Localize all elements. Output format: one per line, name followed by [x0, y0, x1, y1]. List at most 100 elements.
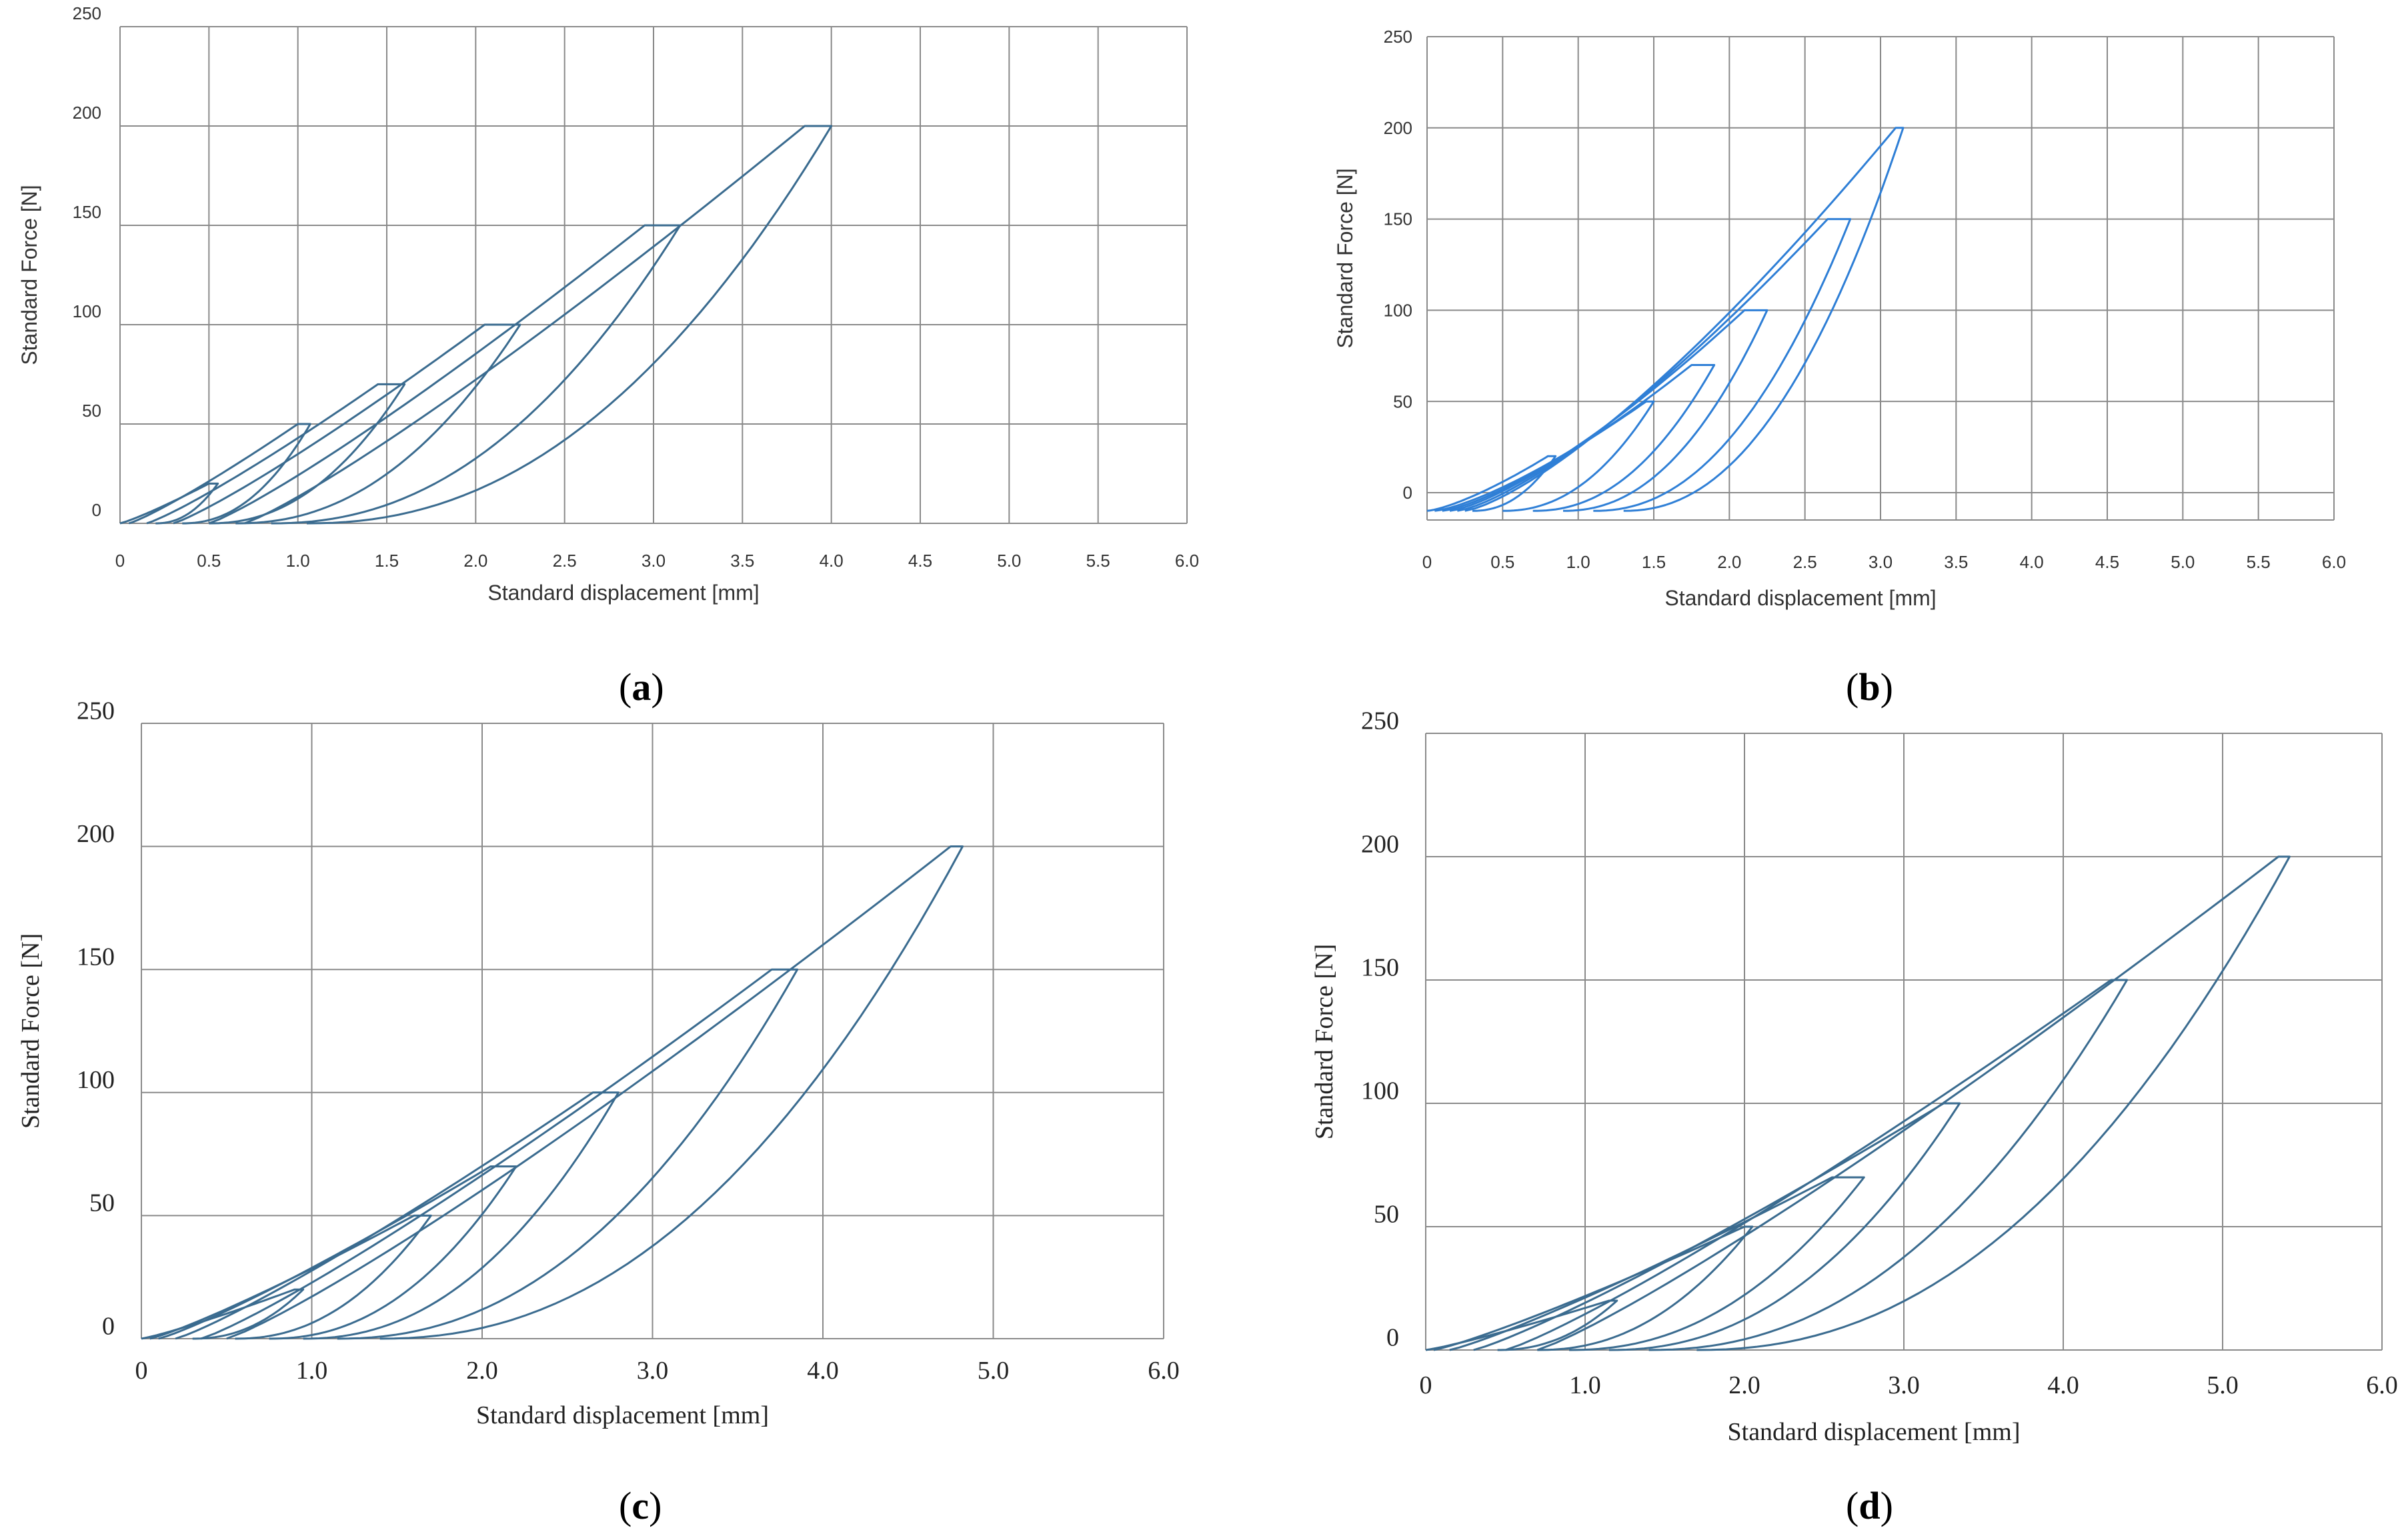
- x-tick-label: 4.0: [2020, 552, 2044, 572]
- y-axis-label: Standard Force [N]: [1333, 168, 1357, 348]
- x-axis-label: Standard displacement [mm]: [487, 581, 759, 605]
- x-tick-label: 3.0: [1888, 1371, 1920, 1399]
- y-tick-label: 0: [92, 500, 101, 520]
- hysteresis-loop-50N: [1434, 400, 1655, 512]
- caption-letter: c: [632, 1484, 649, 1527]
- x-axis-label: Standard displacement [mm]: [476, 1401, 769, 1429]
- x-tick-label: 3.0: [1869, 552, 1893, 572]
- y-tick-label: 50: [82, 401, 101, 421]
- hysteresis-loop-50N: [149, 1214, 432, 1340]
- x-tick-label: 0.5: [1490, 552, 1514, 572]
- caption-paren-close: ): [1881, 665, 1893, 709]
- chart-panel-c: 0 1.0 2.0 3.0 4.0 5.0 6.0 0 50 100 150 200 250 Standa…: [17, 697, 1180, 1527]
- y-axis-label: Standard Force [N]: [1310, 944, 1338, 1139]
- panel-caption: (b): [1846, 665, 1893, 709]
- y-tick-label: 100: [73, 301, 101, 321]
- caption-letter: d: [1859, 1484, 1880, 1527]
- x-tick-label: 4.0: [820, 551, 844, 571]
- hysteresis-loop-200N: [1464, 127, 1905, 512]
- y-tick-label: 250: [1384, 27, 1412, 47]
- x-tick-label: 2.5: [553, 551, 577, 571]
- x-tick-label: 6.0: [2366, 1371, 2398, 1399]
- hysteresis-loop-100N: [175, 1091, 620, 1340]
- x-tick-label: 4.5: [908, 551, 932, 571]
- hysteresis-loop-100N: [1449, 309, 1768, 512]
- x-axis-label: Standard displacement [mm]: [1664, 586, 1936, 610]
- x-tick-label: 0: [135, 1357, 148, 1385]
- hysteresis-loop-200N: [1536, 855, 2291, 1351]
- chart-panel-b: 0 0.5 1.0 1.5 2.0 2.5 3.0 3.5 4.0 4.5 5.0 5.5 6.0 0 50…: [1333, 27, 2346, 709]
- panel-caption: (c): [619, 1484, 662, 1527]
- caption-paren-open: (: [1846, 665, 1859, 709]
- x-tick-label: 3.5: [730, 551, 754, 571]
- y-axis-label: Standard Force [N]: [17, 185, 41, 365]
- caption-letter: b: [1859, 665, 1880, 709]
- x-tick-label: 3.5: [1944, 552, 1968, 572]
- x-tick-label: 5.5: [1086, 551, 1110, 571]
- y-tick-label: 150: [77, 943, 115, 971]
- x-tick-label: 3.0: [637, 1357, 669, 1385]
- y-tick-label: 200: [1384, 118, 1412, 138]
- y-tick-label: 50: [89, 1189, 115, 1217]
- panel-caption: (a): [619, 665, 664, 709]
- y-tick-label: 250: [77, 697, 115, 725]
- y-axis-label: Standard Force [N]: [17, 933, 45, 1129]
- y-tick-label: 250: [1361, 707, 1399, 735]
- y-tick-label: 200: [73, 103, 101, 123]
- x-tick-label: 5.0: [997, 551, 1021, 571]
- hysteresis-loop-20N: [1425, 1299, 1618, 1351]
- hysteresis-loop-20N: [119, 482, 219, 525]
- hysteresis-loop-50N: [1433, 1225, 1754, 1351]
- chart-panel-a: 0 0.5 1.0 1.5 2.0 2.5 3.0 3.5 4.0 4.5 5.0 5.5 6.0 0 50…: [17, 3, 1199, 709]
- x-tick-label: 0: [1422, 552, 1432, 572]
- chart-panel-d: 0 1.0 2.0 3.0 4.0 5.0 6.0 0 50 100 150 200 250 Standa…: [1310, 707, 2398, 1527]
- x-tick-label: 0: [115, 551, 125, 571]
- hysteresis-loop-150N: [1505, 979, 2129, 1351]
- x-tick-label: 2.5: [1793, 552, 1817, 572]
- x-tick-label: 1.0: [1566, 552, 1590, 572]
- x-tick-label: 6.0: [1175, 551, 1199, 571]
- hysteresis-loop-150N: [200, 968, 799, 1340]
- y-tick-label: 100: [1384, 300, 1412, 320]
- hysteresis-loop-200N: [244, 125, 833, 525]
- hysteresis-loop-200N: [226, 845, 964, 1340]
- hysteresis-loop-70N: [146, 383, 406, 525]
- y-tick-label: 0: [1403, 483, 1412, 503]
- hysteresis-loop-100N: [1473, 1102, 1961, 1351]
- caption-paren-open: (: [619, 1484, 632, 1527]
- x-tick-label: 4.0: [2047, 1371, 2079, 1399]
- x-tick-label: 5.0: [2207, 1371, 2239, 1399]
- y-tick-label: 150: [73, 202, 101, 222]
- y-tick-label: 0: [1386, 1323, 1399, 1351]
- x-tick-label: 4.5: [2095, 552, 2119, 572]
- x-tick-label: 3.0: [642, 551, 666, 571]
- x-axis-label: Standard displacement [mm]: [1728, 1418, 2021, 1446]
- x-tick-label: 2.0: [1717, 552, 1741, 572]
- x-tick-label: 0: [1420, 1371, 1432, 1399]
- y-tick-label: 150: [1384, 209, 1412, 229]
- x-tick-label: 2.0: [466, 1357, 498, 1385]
- x-tick-label: 4.0: [807, 1357, 839, 1385]
- y-tick-label: 200: [77, 820, 115, 848]
- caption-paren-close: ): [1881, 1484, 1893, 1527]
- hysteresis-loop-50N: [128, 423, 311, 525]
- x-tick-label: 1.0: [296, 1357, 328, 1385]
- hysteresis-loop-20N: [1426, 455, 1557, 512]
- x-tick-label: 2.0: [1728, 1371, 1760, 1399]
- y-tick-label: 150: [1361, 953, 1399, 981]
- y-tick-label: 50: [1374, 1200, 1399, 1228]
- y-tick-label: 0: [102, 1312, 115, 1340]
- y-tick-label: 50: [1393, 391, 1412, 411]
- x-tick-label: 5.0: [978, 1357, 1010, 1385]
- caption-paren-open: (: [1846, 1484, 1859, 1527]
- x-tick-label: 5.0: [2171, 552, 2195, 572]
- x-tick-label: 1.5: [375, 551, 399, 571]
- hysteresis-loop-70N: [1449, 1176, 1865, 1351]
- x-tick-label: 6.0: [2322, 552, 2346, 572]
- x-tick-label: 5.5: [2247, 552, 2271, 572]
- x-tick-label: 1.0: [1569, 1371, 1601, 1399]
- hysteresis-loop-70N: [158, 1165, 517, 1340]
- x-tick-label: 6.0: [1148, 1357, 1180, 1385]
- caption-paren-close: ): [649, 1484, 662, 1527]
